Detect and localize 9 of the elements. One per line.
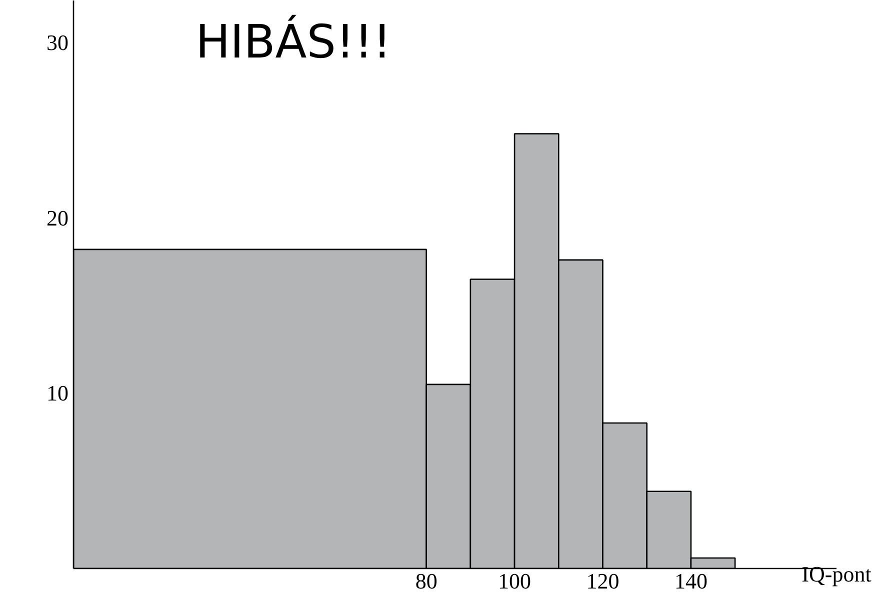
x-tick-label: 100 <box>498 568 532 594</box>
y-tick-label: 20 <box>46 205 68 230</box>
x-axis-title: IQ-pont <box>802 562 872 586</box>
x-tick-label: 120 <box>586 568 620 594</box>
x-tick-label: 140 <box>674 568 708 594</box>
x-tick-label: 80 <box>415 568 438 594</box>
y-tick-label: 10 <box>46 380 68 406</box>
chart-title: HIBÁS!!! <box>196 14 392 68</box>
y-tick-label: 30 <box>46 30 68 56</box>
